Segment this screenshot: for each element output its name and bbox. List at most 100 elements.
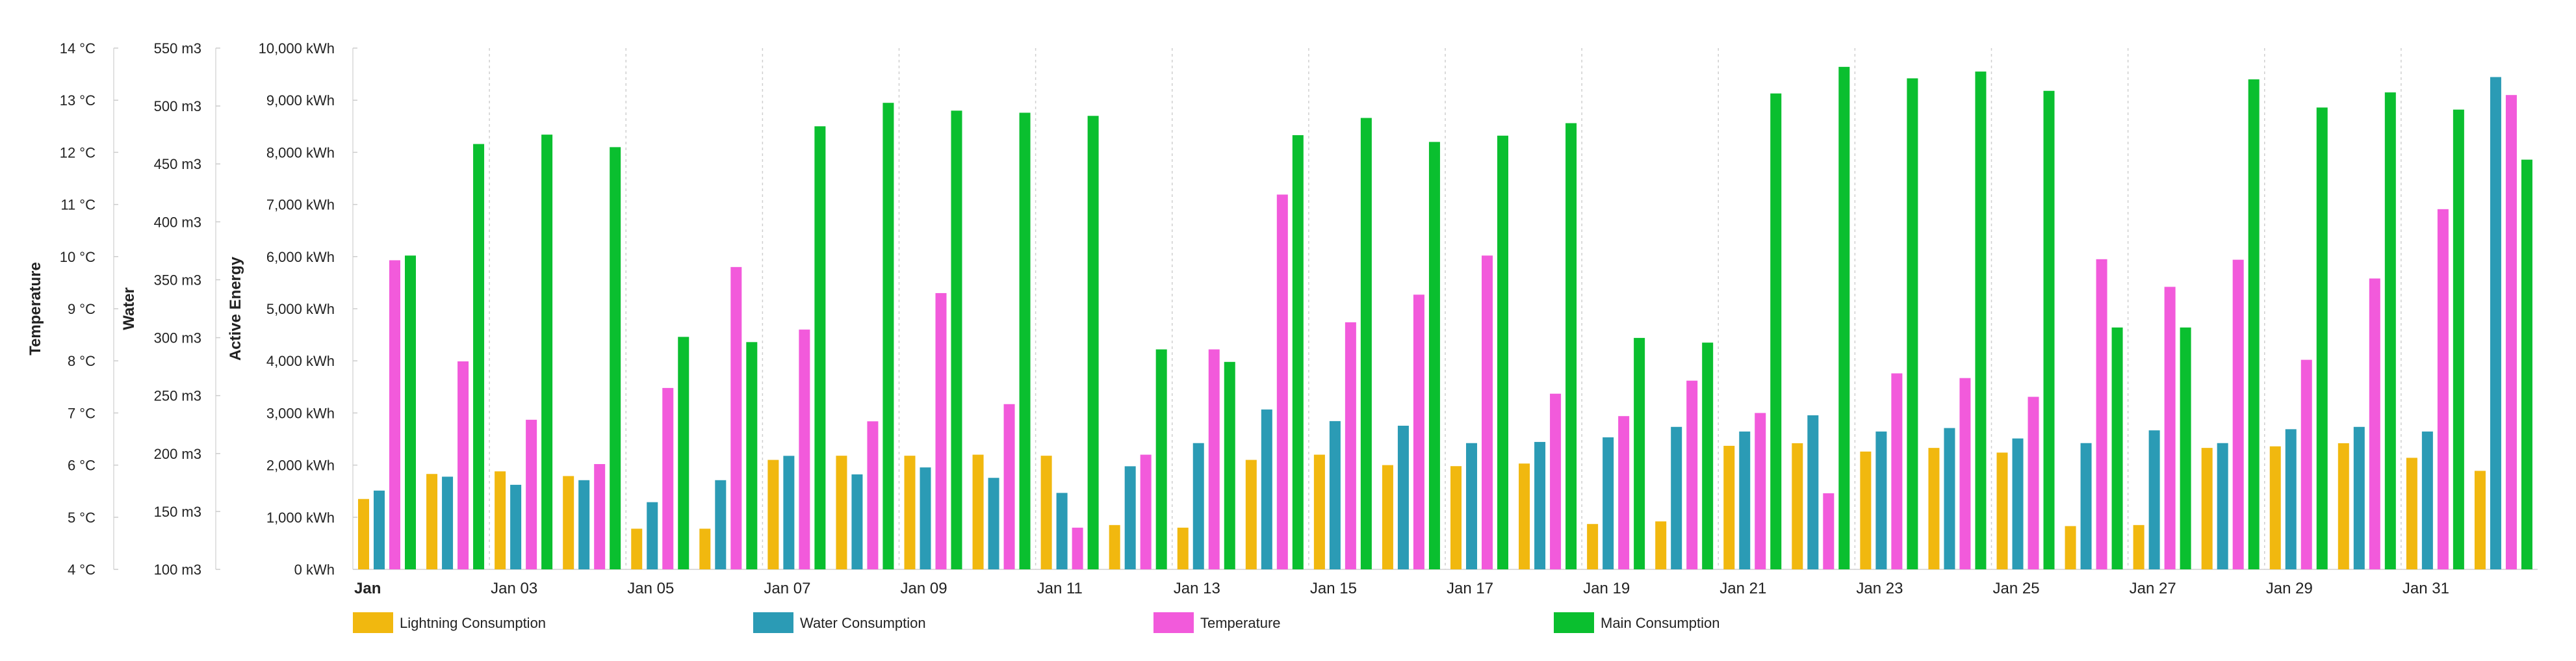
bar[interactable] — [2164, 287, 2176, 569]
bar[interactable] — [1723, 445, 1735, 569]
bar[interactable] — [563, 476, 574, 569]
bar[interactable] — [2437, 209, 2449, 569]
bar[interactable] — [2269, 446, 2281, 569]
bar[interactable] — [836, 456, 847, 569]
bar[interactable] — [594, 463, 606, 569]
bar[interactable] — [1891, 373, 1903, 569]
bar[interactable] — [799, 330, 810, 569]
bar[interactable] — [1003, 404, 1015, 569]
bar[interactable] — [767, 460, 779, 569]
bar[interactable] — [2316, 107, 2328, 570]
bar[interactable] — [1208, 349, 1220, 569]
bar[interactable] — [1519, 463, 1530, 569]
bar[interactable] — [1040, 456, 1052, 569]
bar[interactable] — [904, 456, 916, 569]
bar[interactable] — [935, 292, 947, 569]
bar[interactable] — [2369, 278, 2380, 569]
bar[interactable] — [699, 528, 711, 569]
bar[interactable] — [2028, 396, 2039, 569]
bar[interactable] — [1497, 135, 1508, 570]
bar[interactable] — [1192, 443, 1204, 569]
bar[interactable] — [2180, 327, 2191, 569]
bar[interactable] — [1155, 349, 1167, 569]
bar[interactable] — [1618, 416, 1630, 569]
legend-item[interactable]: Water Consumption — [753, 612, 926, 633]
bar[interactable] — [2406, 458, 2417, 569]
bar[interactable] — [389, 260, 400, 569]
bar[interactable] — [2096, 259, 2107, 569]
legend-item[interactable]: Lightning Consumption — [353, 612, 546, 633]
bar[interactable] — [1413, 294, 1424, 569]
bar[interactable] — [1838, 66, 1850, 569]
bar[interactable] — [2384, 92, 2396, 570]
bar[interactable] — [2217, 443, 2228, 569]
bar[interactable] — [1329, 421, 1341, 569]
bar[interactable] — [1603, 437, 1614, 569]
bar[interactable] — [1292, 135, 1304, 569]
bar[interactable] — [2474, 471, 2486, 569]
bar[interactable] — [610, 147, 621, 569]
bar[interactable] — [746, 342, 758, 569]
bar[interactable] — [1671, 426, 1682, 569]
bar[interactable] — [1655, 521, 1667, 569]
bar[interactable] — [426, 474, 438, 569]
bar[interactable] — [2248, 79, 2260, 570]
bar[interactable] — [1996, 452, 2008, 569]
bar[interactable] — [2232, 259, 2244, 569]
bar[interactable] — [2505, 95, 2517, 569]
bar[interactable] — [1245, 460, 1257, 569]
bar[interactable] — [730, 266, 742, 569]
bar[interactable] — [1382, 465, 1393, 569]
bar[interactable] — [1944, 428, 1955, 569]
bar[interactable] — [2300, 359, 2312, 569]
bar[interactable] — [1140, 454, 1152, 569]
bar[interactable] — [1466, 443, 1477, 569]
bar[interactable] — [2285, 429, 2297, 569]
bar[interactable] — [2043, 90, 2055, 569]
bar[interactable] — [1907, 78, 1918, 570]
bar[interactable] — [1482, 255, 1493, 569]
bar[interactable] — [374, 490, 385, 569]
legend-item[interactable]: Main Consumption — [1554, 612, 1719, 633]
bar[interactable] — [2521, 159, 2532, 570]
bar[interactable] — [1686, 380, 1698, 569]
bar[interactable] — [1959, 378, 1971, 569]
bar[interactable] — [1807, 415, 1819, 569]
bar[interactable] — [1276, 194, 1288, 569]
bar[interactable] — [1587, 524, 1599, 569]
bar[interactable] — [1397, 426, 1409, 569]
bar[interactable] — [1792, 443, 1803, 569]
bar[interactable] — [1739, 431, 1751, 569]
bar[interactable] — [1360, 118, 1372, 569]
bar[interactable] — [541, 135, 553, 569]
bar[interactable] — [972, 454, 984, 569]
bar[interactable] — [1124, 466, 1136, 569]
bar[interactable] — [1770, 93, 1782, 570]
bar[interactable] — [2201, 448, 2213, 569]
bar[interactable] — [1450, 466, 1462, 569]
bar[interactable] — [2111, 327, 2123, 569]
bar[interactable] — [2133, 525, 2145, 569]
bar[interactable] — [1428, 142, 1440, 570]
bar[interactable] — [1072, 527, 1083, 569]
bar[interactable] — [2353, 426, 2365, 569]
bar[interactable] — [920, 467, 931, 569]
bar[interactable] — [1823, 493, 1835, 569]
bar[interactable] — [1261, 409, 1272, 569]
bar[interactable] — [1534, 441, 1546, 569]
bar[interactable] — [2012, 438, 2024, 569]
bar[interactable] — [358, 499, 369, 569]
bar[interactable] — [442, 476, 454, 569]
bar[interactable] — [1550, 393, 1562, 569]
bar[interactable] — [814, 126, 826, 570]
bar[interactable] — [526, 419, 537, 569]
bar[interactable] — [1109, 525, 1120, 569]
bar[interactable] — [783, 456, 795, 569]
bar[interactable] — [2421, 431, 2433, 569]
bar[interactable] — [1860, 451, 1872, 569]
bar[interactable] — [647, 502, 658, 569]
bar[interactable] — [951, 110, 962, 570]
bar[interactable] — [882, 103, 894, 569]
bar[interactable] — [1755, 413, 1766, 569]
bar[interactable] — [2490, 77, 2501, 570]
